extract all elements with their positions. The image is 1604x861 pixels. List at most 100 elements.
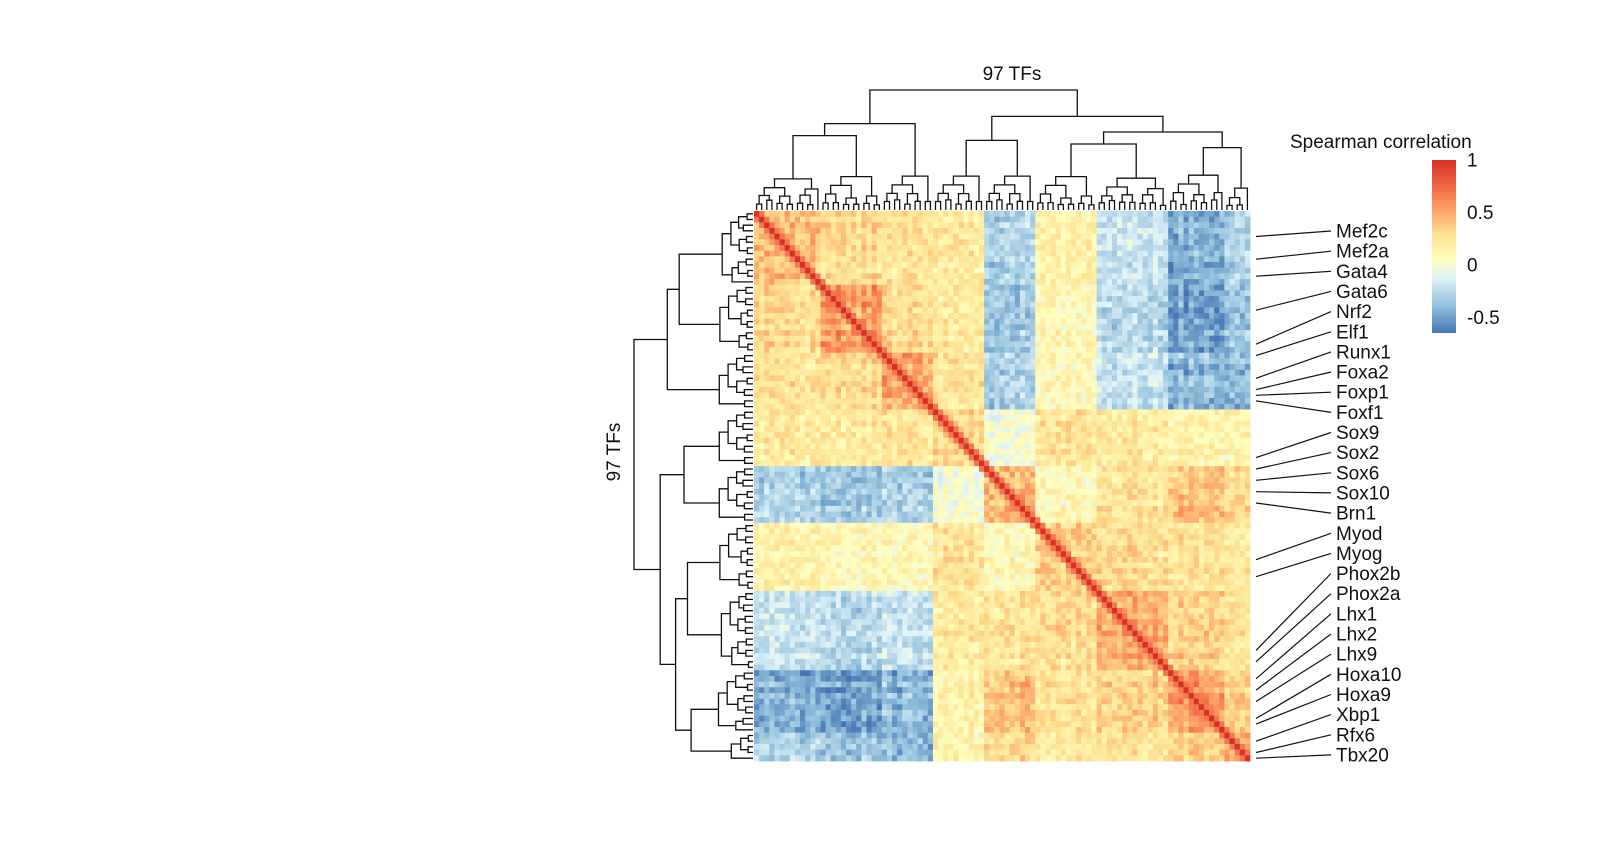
- heatmap-cell: [830, 256, 837, 263]
- heatmap-cell: [948, 420, 954, 427]
- heatmap-cell: [1091, 494, 1097, 501]
- heatmap-cell: [866, 245, 872, 252]
- heatmap-cell: [835, 284, 842, 291]
- heatmap-cell: [1014, 256, 1021, 263]
- heatmap-cell: [1188, 290, 1195, 297]
- heatmap-cell: [1219, 335, 1225, 342]
- heatmap-cell: [815, 392, 821, 399]
- heatmap-cell: [968, 262, 975, 269]
- heatmap-cell: [932, 449, 939, 456]
- heatmap-cell: [1188, 483, 1195, 490]
- heatmap-cell: [856, 420, 862, 427]
- heatmap-cell: [989, 415, 995, 422]
- heatmap-cell: [938, 443, 944, 450]
- heatmap-cell: [938, 216, 944, 223]
- heatmap-cell: [948, 500, 954, 507]
- heatmap-cell: [1127, 477, 1133, 484]
- heatmap-cell: [861, 347, 867, 354]
- heatmap-cell: [769, 392, 775, 399]
- heatmap-cell: [917, 381, 924, 388]
- heatmap-cell: [805, 318, 811, 325]
- heatmap-cell: [754, 267, 760, 274]
- heatmap-cell: [953, 250, 959, 257]
- heatmap-cell: [984, 415, 990, 422]
- heatmap-cell: [932, 335, 939, 342]
- heatmap-cell: [968, 403, 975, 410]
- heatmap-cell: [1065, 256, 1072, 263]
- heatmap-cell: [1234, 409, 1241, 416]
- heatmap-cell: [794, 369, 801, 376]
- heatmap-cell: [1030, 262, 1036, 269]
- heatmap-cell: [1030, 239, 1036, 246]
- heatmap-cell: [861, 381, 867, 388]
- heatmap-cell: [1229, 375, 1236, 382]
- heatmap-cell: [1203, 483, 1210, 490]
- heatmap-cell: [1198, 239, 1205, 246]
- heatmap-cell: [866, 471, 872, 478]
- heatmap-cell: [1244, 426, 1251, 433]
- heatmap-cell: [999, 437, 1005, 444]
- heatmap-cell: [764, 347, 770, 354]
- heatmap-cell: [784, 290, 791, 297]
- heatmap-cell: [1188, 437, 1195, 444]
- heatmap-cell: [912, 386, 919, 393]
- heatmap-cell: [1086, 386, 1092, 393]
- heatmap-cell: [789, 216, 796, 223]
- heatmap-cell: [851, 483, 857, 490]
- heatmap-cell: [963, 352, 970, 359]
- heatmap-cell: [774, 267, 780, 274]
- heatmap-cell: [769, 279, 775, 286]
- heatmap-cell: [861, 313, 867, 320]
- heatmap-cell: [1152, 403, 1159, 410]
- heatmap-cell: [769, 341, 775, 348]
- heatmap-cell: [886, 307, 893, 314]
- heatmap-cell: [1152, 352, 1159, 359]
- heatmap-cell: [1060, 256, 1067, 263]
- heatmap-cell: [800, 211, 806, 218]
- heatmap-cell: [989, 500, 995, 507]
- heatmap-cell: [1096, 307, 1103, 314]
- heatmap-cell: [907, 318, 913, 325]
- heatmap-cell: [1209, 273, 1215, 280]
- heatmap-cell: [968, 392, 975, 399]
- heatmap-cell: [830, 216, 837, 223]
- heatmap-cell: [1101, 239, 1108, 246]
- heatmap-cell: [825, 449, 832, 456]
- heatmap-cell: [1183, 494, 1190, 501]
- heatmap-cell: [917, 307, 924, 314]
- heatmap-cell: [754, 273, 760, 280]
- heatmap-cell: [907, 437, 913, 444]
- heatmap-cell: [886, 375, 893, 382]
- heatmap-cell: [948, 432, 954, 439]
- heatmap-cell: [938, 284, 944, 291]
- heatmap-cell: [892, 233, 898, 240]
- heatmap-cell: [769, 483, 775, 490]
- heatmap-cell: [861, 403, 867, 410]
- heatmap-cell: [1214, 443, 1220, 450]
- heatmap-cell: [1188, 381, 1195, 388]
- heatmap-cell: [1071, 330, 1077, 337]
- heatmap-cell: [805, 256, 811, 263]
- heatmap-cell: [973, 375, 980, 382]
- heatmap-cell: [958, 239, 965, 246]
- heatmap-cell: [1239, 228, 1246, 235]
- heatmap-cell: [886, 239, 893, 246]
- heatmap-cell: [1132, 296, 1138, 303]
- heatmap-cell: [963, 267, 970, 274]
- heatmap-cell: [1193, 420, 1200, 427]
- heatmap-cell: [1045, 330, 1051, 337]
- heatmap-cell: [876, 250, 883, 257]
- heatmap-cell: [999, 256, 1005, 263]
- heatmap-cell: [922, 335, 929, 342]
- heatmap-cell: [861, 409, 867, 416]
- heatmap-cell: [1101, 426, 1108, 433]
- heatmap-cell: [892, 449, 898, 456]
- heatmap-cell: [1198, 483, 1205, 490]
- heatmap-cell: [1224, 330, 1230, 337]
- heatmap-cell: [958, 466, 965, 473]
- heatmap-cell: [810, 330, 816, 337]
- heatmap-cell: [1224, 392, 1230, 399]
- heatmap-cell: [1178, 341, 1184, 348]
- heatmap-cell: [764, 409, 770, 416]
- heatmap-cell: [922, 211, 929, 218]
